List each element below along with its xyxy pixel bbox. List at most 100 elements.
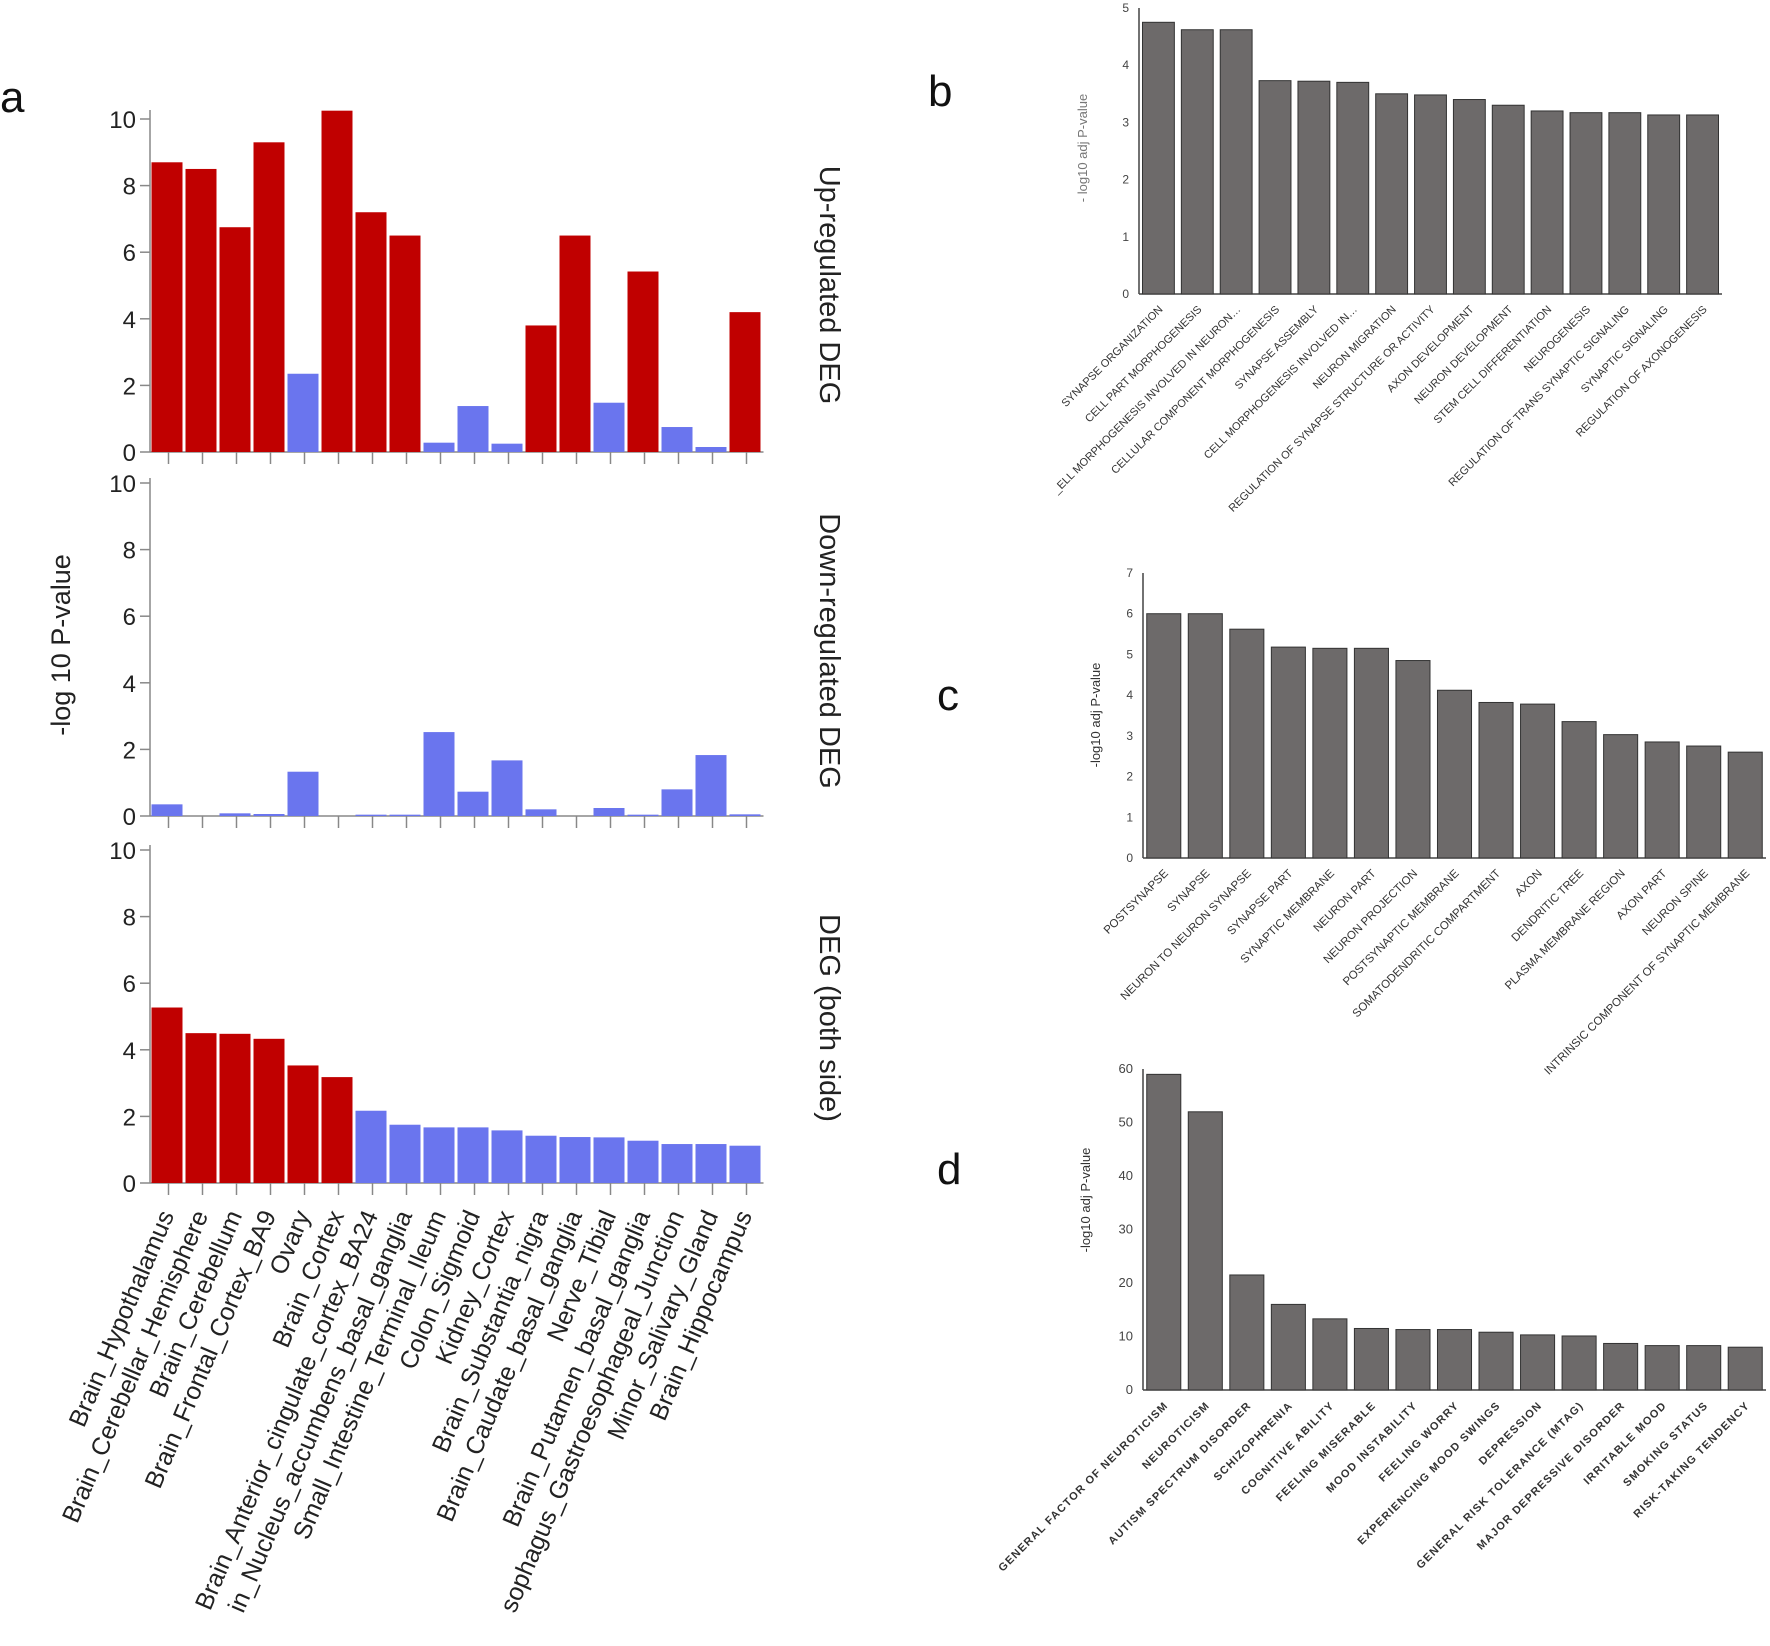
chart-b-bar (1297, 80, 1331, 295)
panel-letter-a: a (0, 73, 25, 122)
chart-c-ytick-label: 4 (1126, 688, 1133, 702)
chart-a-bar (253, 814, 285, 816)
chart-a-bar (423, 442, 455, 452)
chart-a-bar (695, 447, 727, 452)
chart-c-ytick-label: 3 (1126, 729, 1133, 743)
chart-a-bar (525, 809, 557, 816)
panel-letter-b: b (928, 67, 952, 116)
chart-d-bar (1353, 1327, 1389, 1391)
chart-a-ytick-label: 4 (123, 1038, 136, 1065)
chart-a-ytick-label: 2 (123, 737, 136, 764)
chart-d-bar (1686, 1345, 1722, 1391)
chart-a-ytick-label: 10 (109, 471, 136, 498)
chart-d-category-label: MAJOR DEPRESSIVE DISORDER (1475, 1400, 1628, 1553)
chart-c-bar (1727, 751, 1763, 859)
chart-d-bar (1478, 1331, 1514, 1391)
chart-d-bar (1187, 1111, 1223, 1391)
chart-c-bar (1436, 689, 1473, 859)
chart-d-ytick-label: 60 (1119, 1061, 1133, 1076)
chart-d-bar (1312, 1318, 1348, 1391)
chart-c-ytick-label: 7 (1126, 566, 1133, 580)
chart-d-category-label: AUTISM SPECTRUM DISORDER (1106, 1400, 1254, 1548)
chart-a-tissue-enrichment: 0 2 4 6 8 10 Up-regulated DEG 0 2 4 6 8 10 Down-regul… (46, 107, 845, 1617)
chart-c-category-label: INTRINSIC COMPONENT OF SYNAPTIC MEMBRANE (1543, 867, 1753, 1077)
chart-b-ytick-label: 4 (1122, 58, 1129, 72)
chart-d-ytick-label: 40 (1119, 1168, 1133, 1183)
chart-a-ytick-label: 8 (123, 905, 136, 932)
chart-a-ytick-label: 8 (123, 538, 136, 565)
chart-d-category-label: EXPERIENCING MOOD SWINGS (1355, 1400, 1503, 1548)
chart-a-bar (593, 1137, 625, 1183)
chart-a-bar (355, 212, 387, 452)
chart-d-category-label: SMOKING STATUS (1621, 1400, 1711, 1490)
chart-c-category-label: SOMATODENDRITIC COMPARTMENT (1351, 868, 1503, 1020)
chart-c-ytick-label: 6 (1126, 607, 1133, 621)
chart-a-bar (525, 325, 557, 452)
chart-b-y-label: - log10 adj P-value (1075, 94, 1090, 202)
chart-d-ytick-label: 20 (1119, 1275, 1133, 1290)
chart-c-bar (1686, 745, 1722, 859)
chart-a-bar (729, 1145, 761, 1183)
chart-a-bar (593, 402, 625, 452)
chart-a-bar (457, 1127, 489, 1183)
chart-c-bar (1270, 646, 1306, 859)
chart-a-bar (559, 1137, 591, 1183)
chart-b-bar (1336, 81, 1370, 295)
chart-d-ytick-label: 0 (1126, 1382, 1133, 1397)
chart-b-bar (1375, 93, 1409, 295)
chart-a-bar (219, 1033, 251, 1183)
chart-c-y-label: -log10 adj P-value (1088, 663, 1103, 768)
chart-b-bar (1608, 112, 1642, 295)
chart-a-bar (185, 168, 217, 452)
chart-d-bar (1270, 1303, 1306, 1391)
chart-a-bar (151, 162, 183, 453)
chart-c-ytick-label: 1 (1126, 810, 1133, 824)
chart-a-bar (321, 110, 353, 453)
chart-a-bar (423, 732, 455, 816)
chart-d-bar (1727, 1346, 1763, 1391)
chart-a-ytick-label: 6 (123, 604, 136, 631)
chart-a-bar (389, 235, 421, 452)
chart-d-category-label: SCHIZOPHRENIA (1212, 1400, 1296, 1484)
chart-b-bar (1686, 114, 1720, 295)
chart-a-bar (559, 235, 591, 452)
chart-d-category-label: IRRITABLE MOOD (1582, 1400, 1670, 1488)
chart-c-bar (1312, 647, 1348, 859)
chart-c-bar (1146, 613, 1182, 859)
chart-a-bar (321, 1077, 353, 1183)
chart-a-bar (729, 312, 761, 452)
chart-a-bar (695, 755, 727, 816)
chart-a-bar (729, 814, 761, 816)
chart-b-ytick-label: 5 (1122, 1, 1129, 15)
chart-a-ytick-label: 6 (123, 971, 136, 998)
chart-a-bar (491, 443, 523, 452)
chart-a-bar (389, 814, 421, 816)
chart-a-bar (457, 406, 489, 452)
chart-b-category-label: REGULATION OF TRANS SYNAPTIC SIGNALING (1447, 304, 1632, 489)
chart-b-category-label: _ELL MORPHOGENESIS INVOLVED IN NEURON… (1050, 304, 1243, 497)
chart-a-bar (219, 813, 251, 816)
panel-letter-d: d (937, 1145, 961, 1194)
chart-a-bar (525, 1135, 557, 1183)
chart-d-bar (1603, 1342, 1639, 1391)
chart-c-bar (1353, 647, 1389, 859)
chart-a-ytick-label: 0 (123, 804, 136, 831)
chart-d-ytick-label: 50 (1119, 1115, 1133, 1130)
chart-a-ytick-label: 0 (123, 1171, 136, 1198)
chart-c-bar (1395, 660, 1431, 859)
chart-b-ytick-label: 3 (1122, 115, 1129, 129)
chart-c-bar (1561, 721, 1597, 859)
chart-d-ytick-label: 10 (1119, 1329, 1133, 1344)
chart-c-category-label: AXON (1513, 868, 1545, 900)
chart-d-y-label: -log10 adj P-value (1078, 1148, 1093, 1253)
chart-b-bar (1569, 112, 1603, 295)
chart-a-panel-title: Down-regulated DEG (813, 513, 845, 789)
chart-a-bar (253, 1038, 285, 1183)
chart-c-category-label: POSTSYNAPSE (1102, 867, 1171, 936)
chart-a-ytick-label: 2 (123, 373, 136, 400)
chart-c-category-label: DENDRITIC TREE (1510, 867, 1587, 944)
chart-a-bar (151, 1007, 183, 1183)
chart-a-bar (287, 373, 319, 452)
